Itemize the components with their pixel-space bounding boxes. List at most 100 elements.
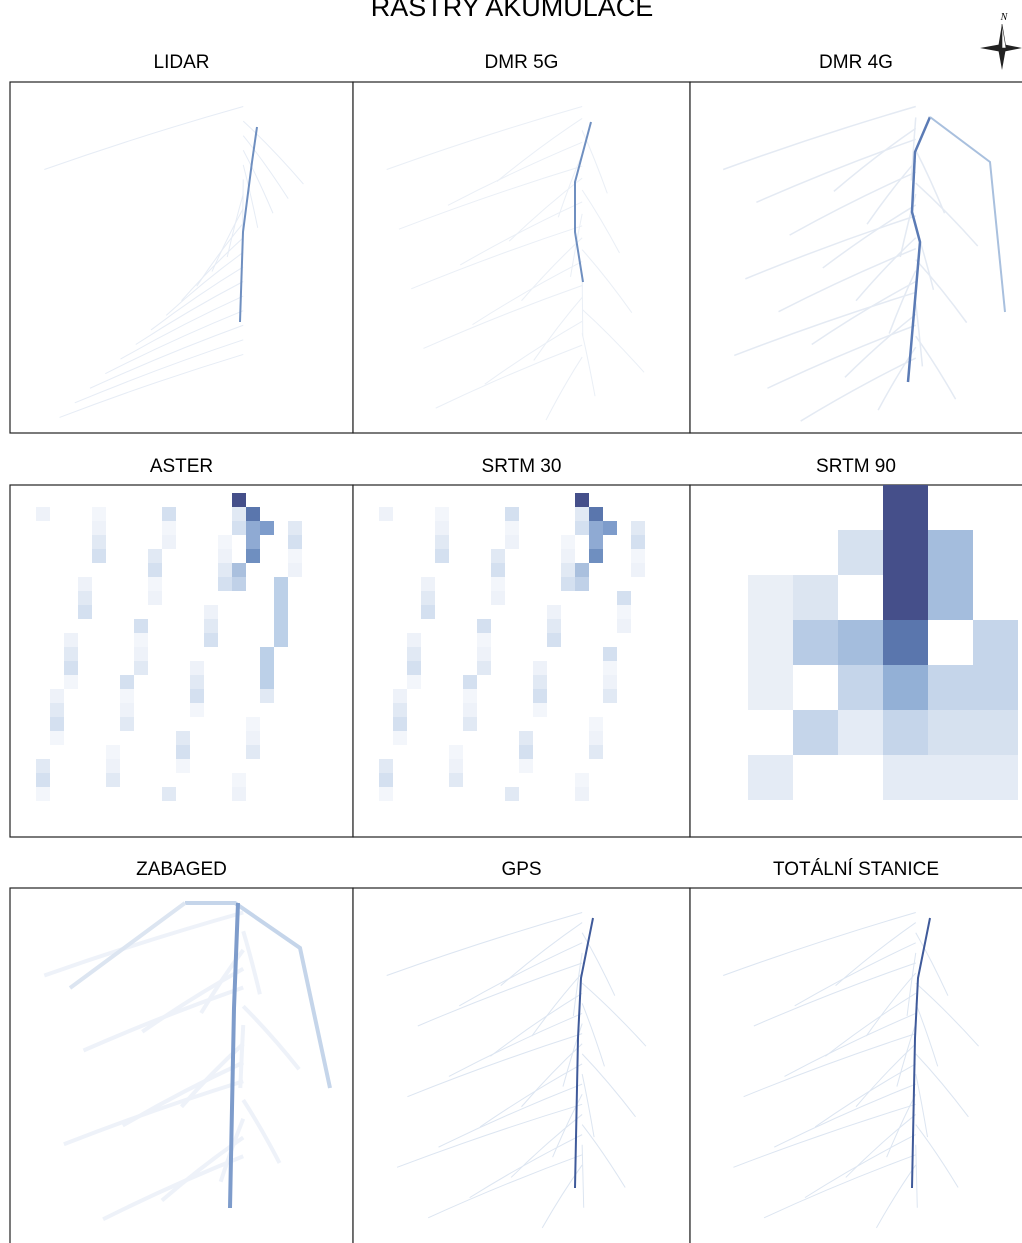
raster-cell	[793, 620, 838, 665]
raster-cell	[463, 675, 477, 689]
raster-cell	[288, 521, 302, 535]
figure-title: RASTRY AKUMULACE	[371, 0, 654, 22]
raster-cell	[120, 717, 134, 731]
raster-cell	[575, 577, 589, 591]
raster-cell	[393, 703, 407, 717]
raster-cell	[449, 773, 463, 787]
raster-cell	[379, 773, 393, 787]
panel-frame	[10, 82, 353, 433]
raster-cell	[505, 535, 519, 549]
raster-cell	[260, 647, 274, 661]
raster-cell	[162, 521, 176, 535]
raster-cell	[274, 577, 288, 591]
raster-cell	[232, 563, 246, 577]
raster-cell	[64, 661, 78, 675]
raster-cell	[589, 507, 603, 521]
raster-cell	[883, 620, 928, 665]
raster-cell	[92, 535, 106, 549]
map-panel: TOTÁLNÍ STANICE	[690, 859, 1022, 1243]
raster-cell	[393, 689, 407, 703]
raster-cell	[928, 710, 973, 755]
raster-cell	[379, 787, 393, 801]
raster-cell	[477, 633, 491, 647]
panel-label: GPS	[501, 859, 541, 880]
raster-cell	[407, 661, 421, 675]
raster-cell	[246, 731, 260, 745]
raster-cell	[589, 535, 603, 549]
raster-cell	[218, 577, 232, 591]
raster-cell	[162, 787, 176, 801]
raster-cell	[748, 665, 793, 710]
raster-cell	[491, 591, 505, 605]
raster-cell	[575, 563, 589, 577]
raster-cell	[232, 521, 246, 535]
raster-cell	[477, 619, 491, 633]
raster-cell	[274, 633, 288, 647]
raster-cell	[928, 755, 973, 800]
raster-cell	[78, 577, 92, 591]
raster-cell	[134, 647, 148, 661]
raster-cell	[491, 577, 505, 591]
raster-cell	[838, 620, 883, 665]
raster-cell	[603, 661, 617, 675]
raster-cell	[603, 675, 617, 689]
raster-cell	[162, 535, 176, 549]
raster-cell	[232, 507, 246, 521]
raster-cell	[631, 521, 645, 535]
raster-cell	[78, 605, 92, 619]
raster-cell	[575, 521, 589, 535]
raster-cell	[561, 535, 575, 549]
raster-cell	[204, 605, 218, 619]
raster-cell	[575, 507, 589, 521]
raster-cell	[232, 787, 246, 801]
raster-cell	[106, 759, 120, 773]
raster-cell	[603, 689, 617, 703]
raster-cell	[519, 745, 533, 759]
raster-cell	[748, 620, 793, 665]
raster-cell	[288, 549, 302, 563]
raster-cell	[589, 717, 603, 731]
raster-cell	[260, 521, 274, 535]
map-panel: DMR 4G	[690, 52, 1022, 433]
raster-cell	[928, 530, 973, 575]
raster-cell	[973, 620, 1018, 665]
raster-cell	[631, 535, 645, 549]
raster-cell	[106, 773, 120, 787]
raster-cell	[232, 577, 246, 591]
raster-cell	[533, 675, 547, 689]
map-panel: SRTM 30	[353, 456, 690, 837]
map-panel: LIDAR	[10, 52, 353, 433]
raster-cell	[393, 731, 407, 745]
raster-cell	[505, 787, 519, 801]
map-panel: ZABAGED	[10, 859, 353, 1243]
panels: LIDARDMR 5GDMR 4GASTERSRTM 30SRTM 90ZABA…	[10, 52, 1022, 1243]
raster-cell	[190, 675, 204, 689]
raster-cell	[36, 507, 50, 521]
raster-cell	[838, 530, 883, 575]
map-panel: GPS	[353, 859, 690, 1243]
raster-cell	[491, 563, 505, 577]
raster-cell	[603, 647, 617, 661]
raster-cell	[218, 535, 232, 549]
raster-cell	[435, 535, 449, 549]
raster-cell	[617, 591, 631, 605]
tributary	[582, 274, 583, 337]
raster-cell	[274, 605, 288, 619]
raster-cell	[973, 665, 1018, 710]
raster-cell	[246, 717, 260, 731]
raster-cell	[218, 549, 232, 563]
panel-label: DMR 5G	[485, 52, 559, 73]
raster-cell	[134, 633, 148, 647]
raster-cell	[379, 759, 393, 773]
raster-cell	[64, 675, 78, 689]
raster-cell	[64, 633, 78, 647]
raster-cell	[218, 563, 232, 577]
raster-cell	[36, 773, 50, 787]
raster-cell	[883, 755, 928, 800]
raster-cell	[973, 710, 1018, 755]
raster-cell	[421, 591, 435, 605]
panel-frame	[353, 888, 690, 1243]
raster-cell	[617, 619, 631, 633]
raster-cell	[36, 787, 50, 801]
raster-cell	[92, 521, 106, 535]
